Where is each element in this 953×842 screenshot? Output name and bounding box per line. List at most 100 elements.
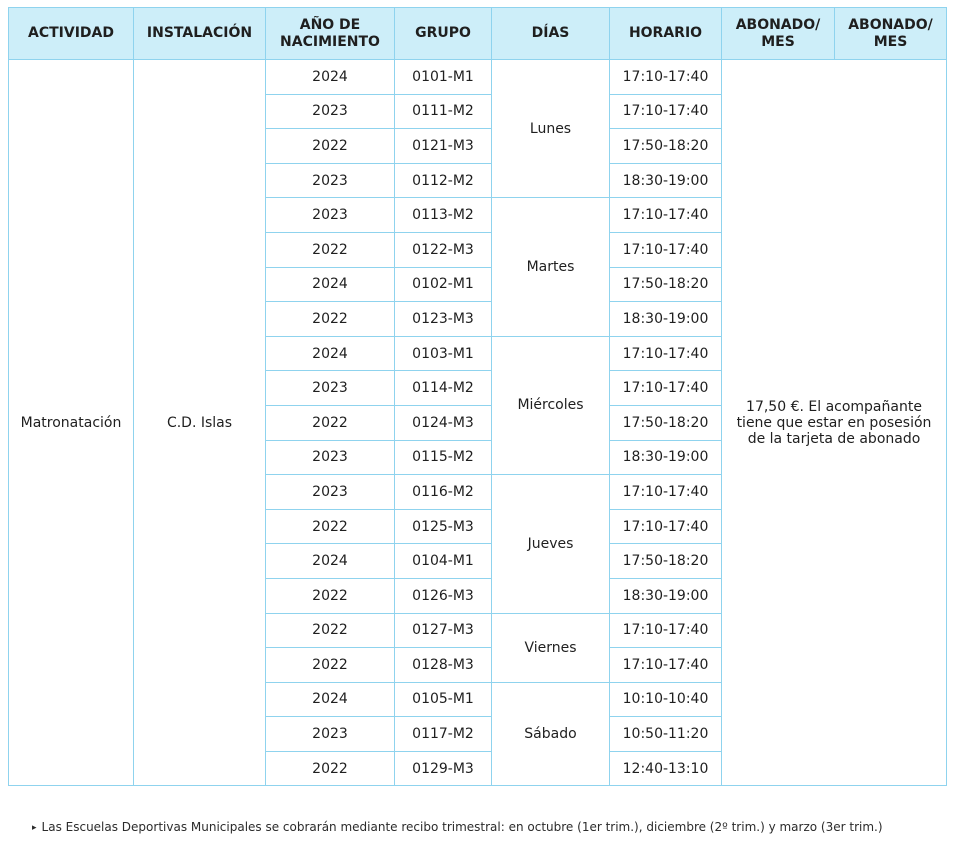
table-row: 2022 0125-M3 17:10-17:40 [9,508,947,545]
dia-cell: Viernes [491,612,610,683]
anio-cell: 2024 [265,59,395,95]
table-row: Matronatación C.D. Islas 2024 0101-M1 Lu… [8,58,947,787]
horario-cell: 17:10-17:40 [609,93,722,130]
footnote: ▸ Las Escuelas Deportivas Municipales se … [32,820,883,834]
grupo-cell: 0114-M2 [394,370,492,406]
schedule-table: ACTIVIDAD INSTALACIÓN AÑO DE NACIMIENTO G… [8,7,947,787]
grupo-cell: 0102-M1 [394,266,492,303]
grupo-cell: 0115-M2 [394,439,492,476]
grupo-cell: 0123-M3 [394,301,492,337]
triangle-bullet-icon: ▸ [32,823,37,833]
header-instalacion: INSTALACIÓN [133,7,266,60]
table-row: 2023 0112-M2 18:30-19:00 [9,162,947,199]
dia-cell: Martes [491,197,610,337]
anio-cell: 2023 [265,439,395,476]
anio-cell: 2023 [265,93,395,130]
horario-cell: 17:10-17:40 [609,370,722,406]
precio-nota-cell: 17,50 €. El acompañante tiene que estar e… [721,58,947,787]
horario-cell: 17:50-18:20 [609,543,722,579]
header-actividad: ACTIVIDAD [8,7,134,60]
grupo-cell: 0121-M3 [394,128,492,164]
horario-cell: 17:10-17:40 [609,508,722,545]
grupo-cell: 0127-M3 [394,612,492,649]
grupo-cell: 0112-M2 [394,162,492,199]
grupo-cell: 0117-M2 [394,716,492,752]
grupo-cell: 0104-M1 [394,543,492,579]
header-grupo: GRUPO [394,7,492,60]
horario-cell: 17:50-18:20 [609,128,722,164]
header-abonado-mes-1: ABONADO/MES [721,7,835,60]
horario-cell: 18:30-19:00 [609,439,722,476]
header-row: ACTIVIDAD INSTALACIÓN AÑO DE NACIMIENTO G… [8,7,947,60]
table-row: 2022 0123-M3 18:30-19:00 [9,301,947,337]
horario-cell: 17:50-18:20 [609,266,722,303]
anio-cell: 2022 [265,128,395,164]
horario-cell: 17:10-17:40 [609,612,722,649]
table-row: 2022 0129-M3 12:40-13:10 [9,750,947,787]
table-row: 2022 0126-M3 18:30-19:00 [9,577,947,614]
table-row: 2024 0104-M1 17:50-18:20 [9,543,947,579]
horario-cell: 10:50-11:20 [609,716,722,752]
table-row: 2023 0111-M2 17:10-17:40 [9,93,947,130]
horario-cell: 17:10-17:40 [609,335,722,372]
instalacion-cell: C.D. Islas [133,58,266,787]
grupo-cell: 0124-M3 [394,404,492,441]
table-row: 2022 0127-M3 Viernes 17:10-17:40 [9,612,947,683]
anio-cell: 2024 [265,335,395,372]
horario-cell: 18:30-19:00 [609,301,722,337]
grupo-cell: 0105-M1 [394,681,492,718]
header-horario: HORARIO [609,7,722,60]
table-row: 2022 0128-M3 17:10-17:40 [9,647,947,683]
table-row: 2022 0122-M3 17:10-17:40 [9,231,947,268]
anio-cell: 2024 [265,266,395,303]
anio-cell: 2022 [265,577,395,614]
anio-cell: 2024 [265,543,395,579]
anio-cell: 2022 [265,404,395,441]
table-row: 2022 0124-M3 17:50-18:20 [9,404,947,441]
dia-cell: Miércoles [491,335,610,476]
grupo-cell: 0129-M3 [394,750,492,787]
horario-cell: 10:10-10:40 [609,681,722,718]
anio-cell: 2022 [265,301,395,337]
grupo-cell: 0122-M3 [394,231,492,268]
grupo-cell: 0126-M3 [394,577,492,614]
anio-cell: 2024 [265,681,395,718]
table-row: 2024 0105-M1 Sábado 10:10-10:40 [9,681,947,787]
dia-cell: Sábado [491,681,610,787]
anio-cell: 2023 [265,370,395,406]
table-row: 2024 0103-M1 Miércoles 17:10-17:40 [9,335,947,476]
grupo-cell: 0128-M3 [394,647,492,683]
horario-cell: 17:10-17:40 [609,231,722,268]
horario-cell: 17:10-17:40 [609,197,722,233]
anio-cell: 2022 [265,508,395,545]
grupo-cell: 0116-M2 [394,474,492,510]
horario-cell: 18:30-19:00 [609,577,722,614]
table-row: 2023 0114-M2 17:10-17:40 [9,370,947,406]
table-row: 2023 0113-M2 Martes 17:10-17:40 [9,197,947,337]
horario-cell: 17:10-17:40 [609,474,722,510]
header-abonado-mes-2: ABONADO/MES [834,7,947,60]
anio-cell: 2023 [265,197,395,233]
grupo-cell: 0103-M1 [394,335,492,372]
anio-cell: 2022 [265,750,395,787]
anio-cell: 2023 [265,162,395,199]
anio-cell: 2022 [265,647,395,683]
table-row: 2024 0102-M1 17:50-18:20 [9,266,947,303]
anio-cell: 2022 [265,612,395,649]
grupo-cell: 0113-M2 [394,197,492,233]
horario-cell: 18:30-19:00 [609,162,722,199]
table-row: 2023 0117-M2 10:50-11:20 [9,716,947,752]
grupo-cell: 0125-M3 [394,508,492,545]
grupo-cell: 0111-M2 [394,93,492,130]
anio-cell: 2023 [265,474,395,510]
horario-cell: 17:50-18:20 [609,404,722,441]
table-row: 2023 0116-M2 Jueves 17:10-17:40 [9,474,947,614]
footnote-text: Las Escuelas Deportivas Municipales se c… [41,820,883,834]
horario-cell: 17:10-17:40 [609,647,722,683]
dia-cell: Lunes [491,58,610,199]
actividad-cell: Matronatación [8,58,134,787]
table-row: 2022 0121-M3 17:50-18:20 [9,128,947,164]
dia-cell: Jueves [491,474,610,614]
anio-cell: 2023 [265,716,395,752]
horario-cell: 12:40-13:10 [609,750,722,787]
